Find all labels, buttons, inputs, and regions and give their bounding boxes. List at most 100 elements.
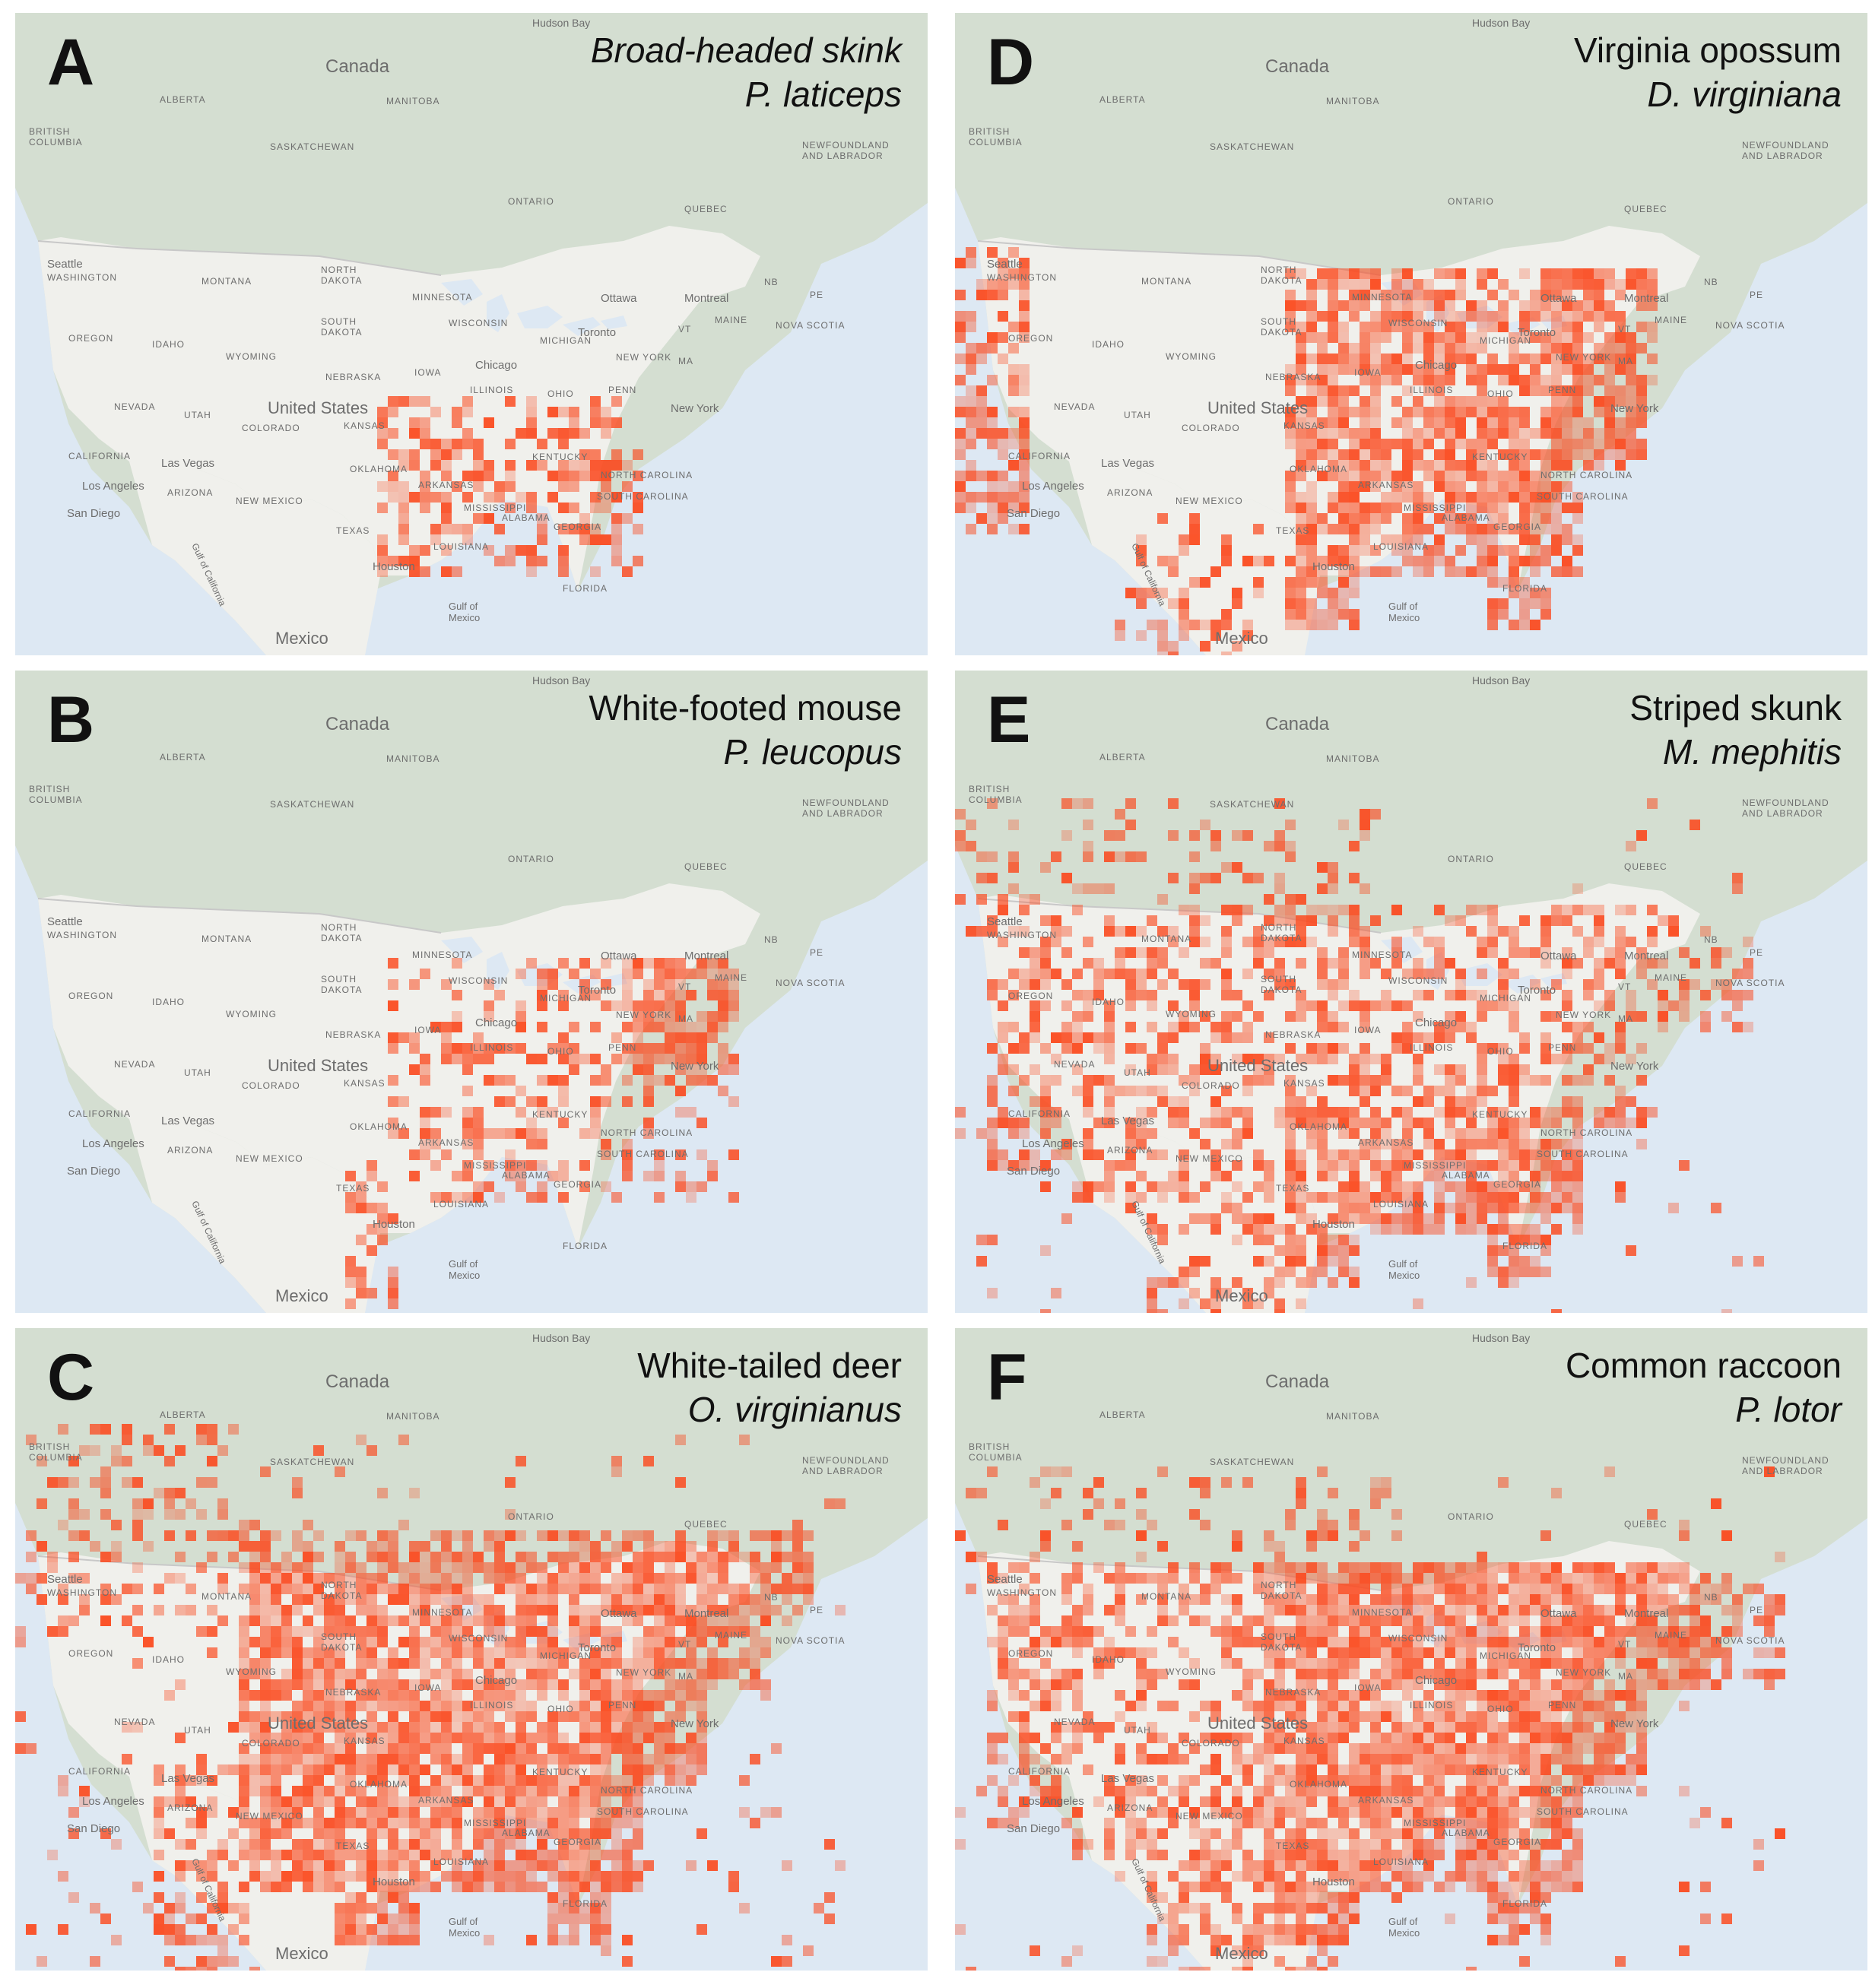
occurrence-cell [1604,1000,1615,1011]
occurrence-cell [1168,1562,1179,1573]
occurrence-cell [1306,311,1317,322]
occurrence-cell [1019,1032,1030,1043]
occurrence-cell [462,1107,473,1118]
occurrence-cell [388,1871,398,1882]
occurrence-cell [1349,1000,1360,1011]
occurrence-cell [579,1796,590,1807]
occurrence-cell [335,1860,345,1871]
map-label-ontario: ONTARIO [1448,854,1494,864]
occurrence-cell [1093,979,1104,990]
occurrence-cell [611,1658,622,1669]
occurrence-cell [579,1605,590,1615]
occurrence-cell [1487,503,1498,513]
occurrence-cell [526,566,537,577]
map-label-south-carolina: SOUTH CAROLINA [1537,491,1629,502]
occurrence-cell [1360,481,1370,492]
occurrence-cell [1338,268,1349,279]
occurrence-cell [526,1562,537,1573]
occurrence-cell [484,1160,494,1171]
occurrence-cell [1477,1139,1487,1149]
occurrence-cell [441,1573,452,1584]
occurrence-cell [760,1647,771,1658]
occurrence-cell [1402,471,1413,481]
occurrence-cell [516,1022,526,1032]
occurrence-cell [388,1701,398,1711]
occurrence-cell [1636,1011,1647,1022]
occurrence-cell [686,1743,696,1754]
occurrence-cell [633,1022,643,1032]
occurrence-cell [601,1594,611,1605]
occurrence-cell [1434,428,1445,439]
occurrence-cell [79,1573,90,1584]
occurrence-cell [420,503,430,513]
occurrence-cell [1381,1054,1391,1064]
occurrence-cell [590,1733,601,1743]
occurrence-cell [976,396,987,407]
occurrence-cell [526,1701,537,1711]
occurrence-cell [1594,969,1604,979]
occurrence-cell [68,1807,79,1818]
occurrence-cell [484,513,494,524]
occurrence-cell [313,1669,324,1679]
occurrence-cell [1157,1594,1168,1605]
occurrence-cell [1030,1032,1040,1043]
occurrence-cell [313,1711,324,1722]
occurrence-cell [1604,332,1615,343]
occurrence-cell [1477,1064,1487,1075]
occurrence-cell [1221,905,1232,915]
occurrence-cell [516,1722,526,1733]
occurrence-cell [643,1456,654,1466]
occurrence-cell [696,1690,707,1701]
occurrence-cell [473,1054,484,1064]
occurrence-cell [484,1818,494,1828]
occurrence-cell [1317,1573,1328,1584]
occurrence-cell [675,1171,686,1181]
occurrence-cell [1509,375,1519,385]
occurrence-cell [1370,481,1381,492]
occurrence-cell [1200,1054,1210,1064]
occurrence-cell [1583,300,1594,311]
occurrence-cell [1423,1171,1434,1181]
occurrence-cell [1487,1562,1498,1573]
map-label-new-york-state: NEW YORK [616,1010,671,1020]
occurrence-cell [1562,439,1572,449]
occurrence-cell [1360,279,1370,290]
occurrence-cell [1264,1192,1274,1203]
map-label-north-dakota-1: NORTH [1261,265,1296,275]
occurrence-cell [1636,1139,1647,1149]
map-label-manitoba: MANITOBA [386,96,439,106]
occurrence-cell [484,1605,494,1615]
occurrence-cell [707,1573,718,1584]
occurrence-cell [686,1647,696,1658]
occurrence-cell [675,969,686,979]
occurrence-cell [998,290,1008,300]
occurrence-cell [665,1658,675,1669]
occurrence-cell [1317,524,1328,534]
occurrence-cell [718,1064,728,1075]
occurrence-cell [58,1424,68,1435]
occurrence-cell [409,1807,420,1818]
occurrence-cell [1274,1118,1285,1128]
occurrence-cell [718,1022,728,1032]
occurrence-cell [1051,1032,1061,1043]
occurrence-cell [1189,1022,1200,1032]
occurrence-cell [196,1775,207,1786]
occurrence-cell [452,1669,462,1679]
occurrence-cell [1296,503,1306,513]
occurrence-cell [494,1192,505,1203]
map-label-los-angeles: Los Angeles [1022,480,1084,493]
occurrence-cell [132,1498,143,1509]
occurrence-cell [547,1924,558,1935]
occurrence-cell [1360,1054,1370,1064]
occurrence-cell [1434,407,1445,417]
occurrence-cell [1434,1160,1445,1171]
occurrence-cell [452,1605,462,1615]
occurrence-cell [1604,396,1615,407]
occurrence-cell [1423,354,1434,364]
occurrence-cell [1455,1562,1466,1573]
map-label-idaho: IDAHO [152,1654,185,1665]
occurrence-cell [1498,524,1509,534]
occurrence-cell [281,1743,292,1754]
occurrence-cell [1604,268,1615,279]
occurrence-cell [760,1637,771,1647]
